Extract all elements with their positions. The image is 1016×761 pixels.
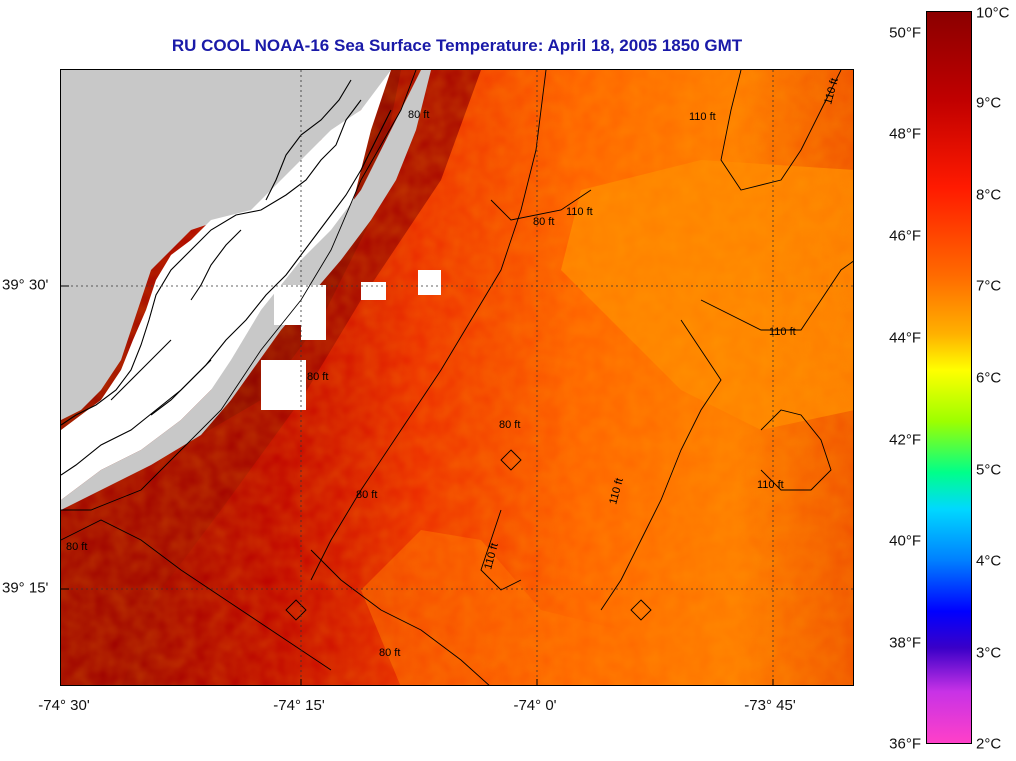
sst-map: 80 ft 110 ft 110 ft 80 ft 110 ft 110 ft … xyxy=(60,69,854,686)
cloud-mask xyxy=(274,285,326,340)
contour-label: 80 ft xyxy=(356,489,377,501)
contour-label: 80 ft xyxy=(533,216,554,228)
colorbar-c-label: 2°C xyxy=(976,735,1002,753)
contour-label: 80 ft xyxy=(66,541,87,553)
contour-label: 80 ft xyxy=(408,109,429,121)
colorbar-c-label: 9°C xyxy=(976,94,1002,112)
colorbar-f-label: 42°F xyxy=(889,431,921,449)
contour-label: 80 ft xyxy=(307,371,328,383)
colorbar-f-label: 44°F xyxy=(889,329,921,347)
colorbar-f-label: 40°F xyxy=(889,532,921,550)
axis-ticks xyxy=(61,285,774,685)
chart-title: RU COOL NOAA-16 Sea Surface Temperature:… xyxy=(171,36,743,55)
x-tick-label: -74° 30' xyxy=(38,697,90,714)
colorbar-c-label: 6°C xyxy=(976,369,1002,387)
colorbar-c-label: 10°C xyxy=(976,4,1010,22)
colorbar-c-label: 7°C xyxy=(976,277,1002,295)
graticule xyxy=(61,70,853,685)
colorbar-c-label: 8°C xyxy=(976,186,1002,204)
cloud-mask xyxy=(261,360,306,410)
colorbar-f-label: 36°F xyxy=(889,735,921,753)
colorbar-f-label: 50°F xyxy=(889,24,921,42)
contour-label: 110 ft xyxy=(757,479,784,491)
y-tick-label: 39° 15' xyxy=(2,579,49,597)
colorbar-c-label: 4°C xyxy=(976,552,1002,570)
contour-label: 110 ft xyxy=(566,206,593,218)
colorbar-f-label: 46°F xyxy=(889,227,921,245)
x-tick-label: -73° 45' xyxy=(744,697,796,714)
bathymetry-contours xyxy=(61,70,853,685)
colorbar xyxy=(926,11,972,744)
coastline-outlines xyxy=(61,79,392,476)
contour-label: 110 ft xyxy=(689,111,716,123)
contour-label: 80 ft xyxy=(499,419,520,431)
colorbar-f-label: 38°F xyxy=(889,634,921,652)
colorbar-c-label: 5°C xyxy=(976,461,1002,479)
x-tick-label: -74° 15' xyxy=(273,697,325,714)
x-tick-label: -74° 0' xyxy=(513,697,557,714)
colorbar-c-label: 3°C xyxy=(976,644,1002,662)
colorbar-f-label: 48°F xyxy=(889,125,921,143)
sst-map-svg: 80 ft 110 ft 110 ft 80 ft 110 ft 110 ft … xyxy=(61,70,853,685)
cloud-mask xyxy=(418,270,441,295)
y-tick-label: 39° 30' xyxy=(2,276,49,294)
contour-label: 80 ft xyxy=(379,647,400,659)
contour-label: 110 ft xyxy=(769,326,796,338)
cloud-mask xyxy=(361,282,386,300)
